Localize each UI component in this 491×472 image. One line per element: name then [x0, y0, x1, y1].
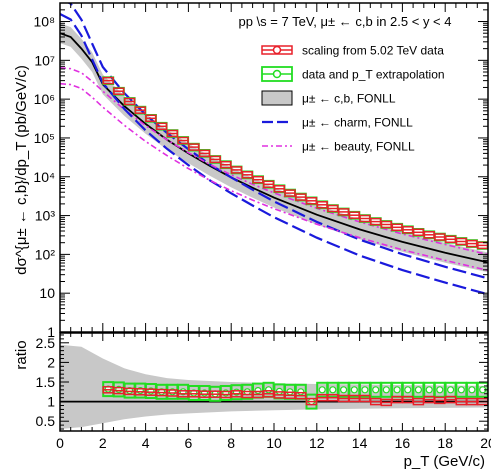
- ratio-y-tick-label: 0.5: [36, 413, 56, 429]
- ratio-y-tick-label: 1.5: [36, 374, 56, 390]
- fonll-cb-central-line: [60, 32, 488, 264]
- ratio-green-dot: [265, 386, 273, 394]
- main-y-tick-label: 10²: [35, 246, 56, 262]
- ratio-green-dot: [447, 386, 455, 394]
- main-y-tick-label: 1: [47, 324, 55, 340]
- ratio-green-dot: [350, 386, 358, 394]
- x-tick-label: 0: [56, 435, 64, 451]
- ratio-green-dot: [425, 386, 433, 394]
- x-tick-label: 2: [99, 435, 107, 451]
- legend-marker: [261, 90, 293, 106]
- y-axis-label: dσ^{μ± ← c,b}/dp_T (pb/GeV/c): [13, 65, 30, 275]
- main-y-tick-label: 10: [39, 285, 55, 301]
- ratio-y-tick-label: 2: [47, 354, 55, 370]
- legend-entry-0: scaling from 5.02 TeV data: [261, 44, 444, 58]
- x-tick-label: 14: [352, 435, 368, 451]
- x-tick-label: 10: [266, 435, 282, 451]
- ratio-green-dot: [404, 386, 412, 394]
- legend-entry-2: μ± ← c,b, FONLL: [261, 90, 396, 106]
- ratio-y-tick-label: 1: [47, 394, 55, 410]
- ratio-green-dot: [254, 387, 262, 395]
- legend-entry-3: μ± ← charm, FONLL: [262, 116, 413, 130]
- x-tick-label: 16: [395, 435, 411, 451]
- legend-label: data and p_T extrapolation: [302, 68, 445, 82]
- ratio-green-dot: [297, 388, 305, 396]
- ratio-green-dot: [318, 386, 326, 394]
- main-y-tick-label: 10⁷: [34, 52, 55, 68]
- ratio-green-dot: [393, 386, 401, 394]
- x-tick-label: 4: [142, 435, 150, 451]
- main-plot: 1 10 10² 10³ 10⁴ 10⁵ 10⁶ 10⁷ 10⁸ pp \s = 7 TeV, …: [13, 2, 489, 340]
- ratio-green-dot: [361, 386, 369, 394]
- legend-marker-dot: [272, 45, 282, 55]
- legend-label: μ± ← beauty, FONLL: [302, 140, 415, 154]
- beauty-fonll-line-0: [60, 67, 488, 256]
- legend-entry-1: data and p_T extrapolation: [261, 66, 445, 82]
- main-y-tick-label: 10⁵: [34, 130, 55, 146]
- main-title: pp \s = 7 TeV, μ± ← c,b in 2.5 < y < 4: [238, 14, 451, 29]
- legend-entry-4: μ± ← beauty, FONLL: [262, 140, 415, 154]
- legend-label: scaling from 5.02 TeV data: [302, 44, 444, 58]
- main-y-tick-label: 10⁶: [34, 91, 55, 107]
- beauty-fonll-line-1: [60, 82, 488, 272]
- ratio-green-dot: [372, 386, 380, 394]
- x-tick-label: 18: [437, 435, 453, 451]
- y-axis-label-text: dσ^{μ± ← c,b}/dp_T (pb/GeV/c): [13, 65, 30, 275]
- main-y-tick-label: 10⁸: [34, 14, 56, 30]
- legend: scaling from 5.02 TeV data data and p_T e…: [261, 44, 445, 154]
- x-tick-label: 12: [309, 435, 325, 451]
- legend-marker-dot: [272, 69, 282, 79]
- legend-label: μ± ← charm, FONLL: [302, 116, 413, 130]
- x-tick-label: 8: [227, 435, 235, 451]
- main-y-tick-label: 10³: [35, 208, 56, 224]
- ratio-green-dot: [436, 386, 444, 394]
- x-axis-label: p_T (GeV/c): [404, 453, 485, 470]
- ratio-green-dot: [382, 386, 390, 394]
- ratio-plot: 0.5 1 1.5 2 2.5 0 2 4 6 8 10 12 14 16 18 20 ratio p_T …: [13, 332, 491, 470]
- ratio-green-dot: [457, 386, 465, 394]
- x-tick-label: 6: [185, 435, 193, 451]
- ratio-axis-label: ratio: [13, 340, 30, 369]
- legend-label: μ± ← c,b, FONLL: [302, 92, 396, 106]
- x-tick-label: 20: [480, 435, 491, 451]
- ratio-green-dot: [414, 386, 422, 394]
- charm-fonll-line-1: [60, 13, 488, 296]
- ratio-green-dot: [329, 386, 337, 394]
- main-y-tick-label: 10⁴: [33, 169, 55, 185]
- ratio-y-tick-label: 2.5: [36, 335, 56, 351]
- ratio-green-dot: [340, 386, 348, 394]
- ratio-axis-label-text: ratio: [13, 340, 30, 369]
- fonll-cb-band: [60, 23, 488, 273]
- ratio-green-dot: [468, 386, 476, 394]
